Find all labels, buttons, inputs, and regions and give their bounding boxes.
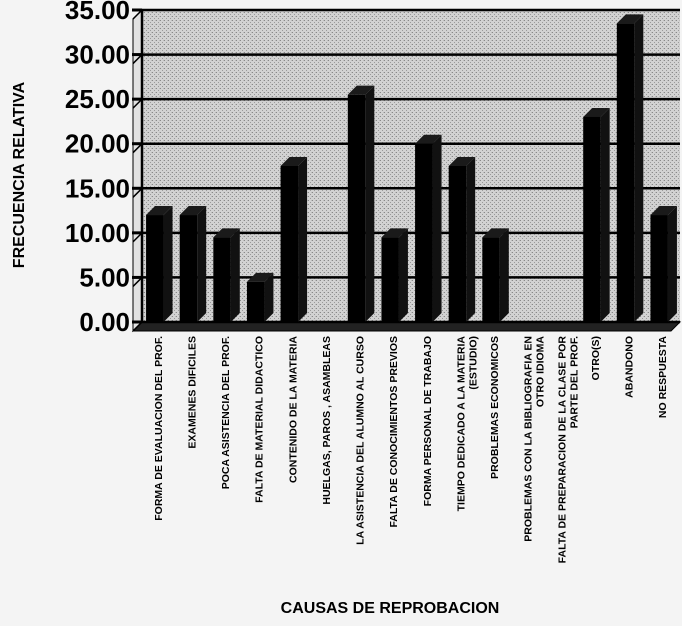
bar-top — [146, 206, 173, 216]
x-tick-label: FALTA DE CONOCIMIENTOS PREVIOS — [388, 336, 400, 528]
bar-group — [146, 206, 173, 322]
bar-side — [466, 157, 476, 322]
x-tick-label: PROBLEMAS ECONOMICOS — [489, 336, 501, 479]
floor — [131, 321, 682, 332]
bar-side — [298, 157, 308, 322]
x-tick-label: ABANDONO — [624, 336, 636, 398]
y-tick-label: 15.00 — [65, 173, 130, 203]
bar — [213, 237, 231, 322]
bar-group — [179, 206, 207, 322]
bar-group — [381, 228, 408, 322]
y-tick-label: 35.00 — [65, 0, 130, 25]
bar-top — [347, 85, 375, 95]
x-tick-label: FORMA PERSONAL DE TRABAJO — [422, 336, 434, 506]
bar — [482, 237, 500, 322]
bar-group — [482, 228, 509, 322]
bar-group — [415, 134, 442, 322]
bar — [280, 166, 299, 322]
x-tick-label: NO RESPUESTA — [657, 336, 669, 418]
bar — [415, 143, 433, 322]
y-tick-labels: 0.00 5.00 10.00 15.00 20.00 25.00 30.00 35.00 — [65, 0, 142, 337]
bar-group — [448, 157, 476, 322]
x-tick-label: HUELGAS, PAROS , ASAMBLEAS — [321, 336, 333, 505]
bar-group — [616, 14, 644, 322]
bar-side — [499, 228, 509, 322]
bar — [179, 215, 198, 322]
bar — [347, 94, 366, 322]
bar-top — [616, 14, 644, 24]
bar-top — [280, 157, 308, 166]
bar-top — [246, 272, 274, 282]
bar-side — [230, 228, 240, 322]
x-tick-label: LA ASISTENCIA DEL ALUMNO AL CURSO — [355, 336, 367, 545]
x-tick-label: POCA ASISTENCIA DEL PROF. — [220, 336, 232, 489]
bar-side — [600, 107, 610, 322]
bar-side — [197, 206, 207, 322]
bar-side — [163, 206, 173, 322]
bar-top — [650, 206, 677, 216]
bar-top — [583, 107, 610, 117]
bar-top — [448, 157, 476, 166]
bar — [616, 23, 635, 322]
bar-top — [482, 228, 509, 238]
y-axis-title: FRECUENCIA RELATIVA — [11, 81, 28, 268]
bar-side — [264, 272, 274, 322]
bar-side — [634, 14, 644, 322]
x-tick-label: CONTENIDO DE LA MATERIA — [287, 336, 299, 483]
x-tick-label: OTRO(S) — [590, 336, 602, 380]
y-tick-label: 0.00 — [79, 307, 130, 337]
y-tick-label: 5.00 — [79, 262, 130, 292]
x-tick-label: PROBLEMAS CON LA BIBLIOGRAFIA ENOTRO IDI… — [523, 336, 547, 542]
x-tick-label: FORMA DE EVALUACION DEL PROF. — [153, 336, 165, 521]
bar-side — [365, 85, 375, 322]
bar-side — [398, 228, 408, 322]
bar-group — [650, 206, 677, 322]
bar — [146, 215, 164, 322]
bar-top — [179, 206, 207, 216]
bar — [583, 116, 601, 322]
bar-group — [213, 228, 240, 322]
bar — [448, 166, 467, 322]
bar-top — [213, 228, 240, 238]
y-tick-label: 10.00 — [65, 218, 130, 248]
bar-top — [381, 228, 408, 238]
bar-group — [246, 272, 274, 322]
x-tick-labels: FORMA DE EVALUACION DEL PROF. EXAMENES DI… — [153, 336, 669, 564]
bar-group — [280, 157, 308, 322]
bar-group — [347, 85, 375, 322]
x-axis-title: CAUSAS DE REPROBACION — [281, 600, 500, 617]
bar-group — [583, 107, 610, 322]
bar-side — [667, 206, 677, 322]
bar-side — [432, 134, 442, 322]
y-tick-label: 30.00 — [65, 40, 130, 70]
y-tick-label: 25.00 — [65, 84, 130, 114]
bar-top — [415, 134, 442, 144]
x-tick-label: FALTA DE PREPARACION DE LA CLASE PORPART… — [556, 336, 580, 564]
bar — [246, 281, 265, 322]
bars — [146, 14, 677, 322]
y-tick-label: 20.00 — [65, 129, 130, 159]
bar — [650, 215, 668, 322]
x-tick-label: EXAMENES DIFICILES — [186, 336, 198, 449]
x-tick-label: FALTA DE MATERIAL DIDACTICO — [254, 336, 266, 503]
x-tick-label: TIEMPO DEDICADO A LA MATERIA(ESTUDIO) — [455, 336, 479, 512]
bar — [381, 237, 399, 322]
